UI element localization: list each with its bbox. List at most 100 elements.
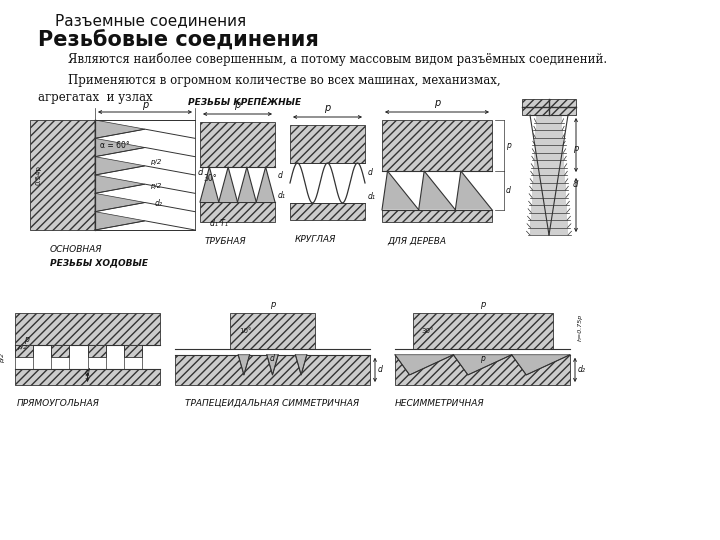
Polygon shape — [95, 120, 145, 138]
Bar — [88, 346, 106, 357]
Text: КРУГЛАЯ: КРУГЛАЯ — [295, 235, 336, 244]
Text: РЕЗЬБЫ ХОДОВЫЕ: РЕЗЬБЫ ХОДОВЫЕ — [50, 258, 148, 267]
Text: 10°: 10° — [239, 328, 252, 334]
Bar — [413, 313, 552, 349]
Text: ПРЯМОУГОЛЬНАЯ: ПРЯМОУГОЛЬНАЯ — [17, 399, 100, 408]
Polygon shape — [200, 167, 219, 202]
Text: d: d — [198, 168, 203, 177]
Bar — [290, 203, 365, 220]
Text: 30°: 30° — [421, 328, 433, 334]
Text: Резьбовые соединения: Резьбовые соединения — [38, 30, 319, 50]
Bar — [200, 202, 275, 222]
Text: p/2: p/2 — [17, 345, 27, 350]
Bar — [523, 99, 575, 115]
Polygon shape — [267, 355, 278, 375]
Text: d: d — [368, 168, 373, 177]
Bar — [534, 160, 564, 167]
Polygon shape — [238, 355, 250, 375]
Bar — [15, 346, 33, 357]
Bar — [536, 115, 562, 123]
Polygon shape — [95, 193, 145, 212]
Text: ДЛЯ ДЕРЕВА: ДЛЯ ДЕРЕВА — [387, 237, 446, 246]
Bar — [175, 355, 370, 385]
Bar — [51, 346, 69, 357]
Text: d: d — [85, 368, 90, 377]
Text: 0.54p: 0.54p — [35, 165, 41, 185]
Text: h=0.75p: h=0.75p — [578, 314, 583, 341]
Bar — [95, 120, 195, 230]
Text: p/2: p/2 — [150, 159, 161, 165]
Text: Разъемные соединения: Разъемные соединения — [55, 13, 246, 28]
Text: p/2: p/2 — [0, 353, 5, 363]
Text: d: d — [278, 171, 283, 179]
Bar — [15, 369, 160, 385]
Bar — [532, 190, 566, 198]
Text: d: d — [506, 186, 511, 195]
Bar — [534, 167, 564, 175]
Polygon shape — [95, 212, 145, 230]
Text: 30°: 30° — [203, 174, 217, 183]
Bar — [536, 130, 562, 138]
Bar — [531, 220, 567, 227]
Text: p: p — [573, 144, 578, 153]
Text: p: p — [480, 354, 485, 363]
Bar — [230, 313, 315, 349]
Polygon shape — [95, 175, 145, 193]
Text: d₂: d₂ — [578, 366, 586, 374]
Bar — [382, 210, 492, 222]
Polygon shape — [95, 157, 145, 175]
Polygon shape — [219, 167, 238, 202]
Bar — [533, 183, 565, 190]
Text: α = 60°: α = 60° — [100, 140, 130, 150]
Text: ТРУБНАЯ: ТРУБНАЯ — [205, 237, 247, 246]
Text: d: d — [270, 354, 275, 363]
Bar — [124, 346, 142, 357]
Text: Применяются в огромном количестве во всех машинах, механизмах,
агрегатах  и узла: Применяются в огромном количестве во все… — [38, 74, 500, 104]
Polygon shape — [256, 167, 275, 202]
Bar — [200, 122, 275, 167]
Text: p: p — [506, 141, 511, 150]
Text: p/2: p/2 — [150, 183, 161, 189]
Text: d₂: d₂ — [155, 199, 163, 208]
Text: p: p — [24, 335, 29, 345]
Bar — [30, 120, 95, 230]
Text: d₁ T₁: d₁ T₁ — [210, 219, 228, 228]
Polygon shape — [418, 171, 455, 210]
Text: Являются наиболее совершенным, а потому массовым видом разъёмных соединений.: Являются наиболее совершенным, а потому … — [38, 52, 607, 65]
Text: d₁: d₁ — [368, 192, 376, 201]
Bar — [531, 198, 567, 205]
Bar — [15, 313, 160, 346]
Polygon shape — [95, 138, 145, 157]
Bar — [536, 123, 562, 130]
Bar — [535, 138, 563, 145]
Text: ОСНОВНАЯ: ОСНОВНАЯ — [50, 245, 102, 254]
Bar — [533, 175, 565, 183]
Text: p: p — [480, 300, 485, 309]
Polygon shape — [395, 355, 454, 375]
Text: ТРАПЕЦЕИДАЛЬНАЯ СИММЕТРИЧНАЯ: ТРАПЕЦЕИДАЛЬНАЯ СИММЕТРИЧНАЯ — [186, 399, 359, 408]
Polygon shape — [382, 171, 418, 210]
Text: p: p — [142, 100, 148, 110]
Bar — [530, 227, 568, 235]
Text: РЕЗЬБЫ КРЕПЁЖНЫЕ: РЕЗЬБЫ КРЕПЁЖНЫЕ — [188, 98, 301, 107]
Text: p: p — [270, 300, 275, 309]
Bar — [531, 205, 567, 213]
Text: p: p — [325, 103, 330, 113]
Text: НЕСИММЕТРИЧНАЯ: НЕСИММЕТРИЧНАЯ — [395, 399, 485, 408]
Text: d₁: d₁ — [278, 192, 286, 200]
Bar — [290, 125, 365, 163]
Polygon shape — [238, 167, 256, 202]
Text: p: p — [434, 98, 440, 108]
Bar — [534, 145, 564, 152]
Bar — [534, 152, 564, 160]
Text: p: p — [235, 100, 240, 110]
Polygon shape — [455, 171, 492, 210]
Text: d: d — [378, 366, 383, 374]
Text: d: d — [573, 180, 578, 189]
Bar — [531, 213, 567, 220]
Polygon shape — [512, 355, 570, 375]
Bar — [382, 120, 492, 171]
Bar — [395, 355, 570, 385]
Polygon shape — [454, 355, 512, 375]
Polygon shape — [295, 355, 307, 375]
